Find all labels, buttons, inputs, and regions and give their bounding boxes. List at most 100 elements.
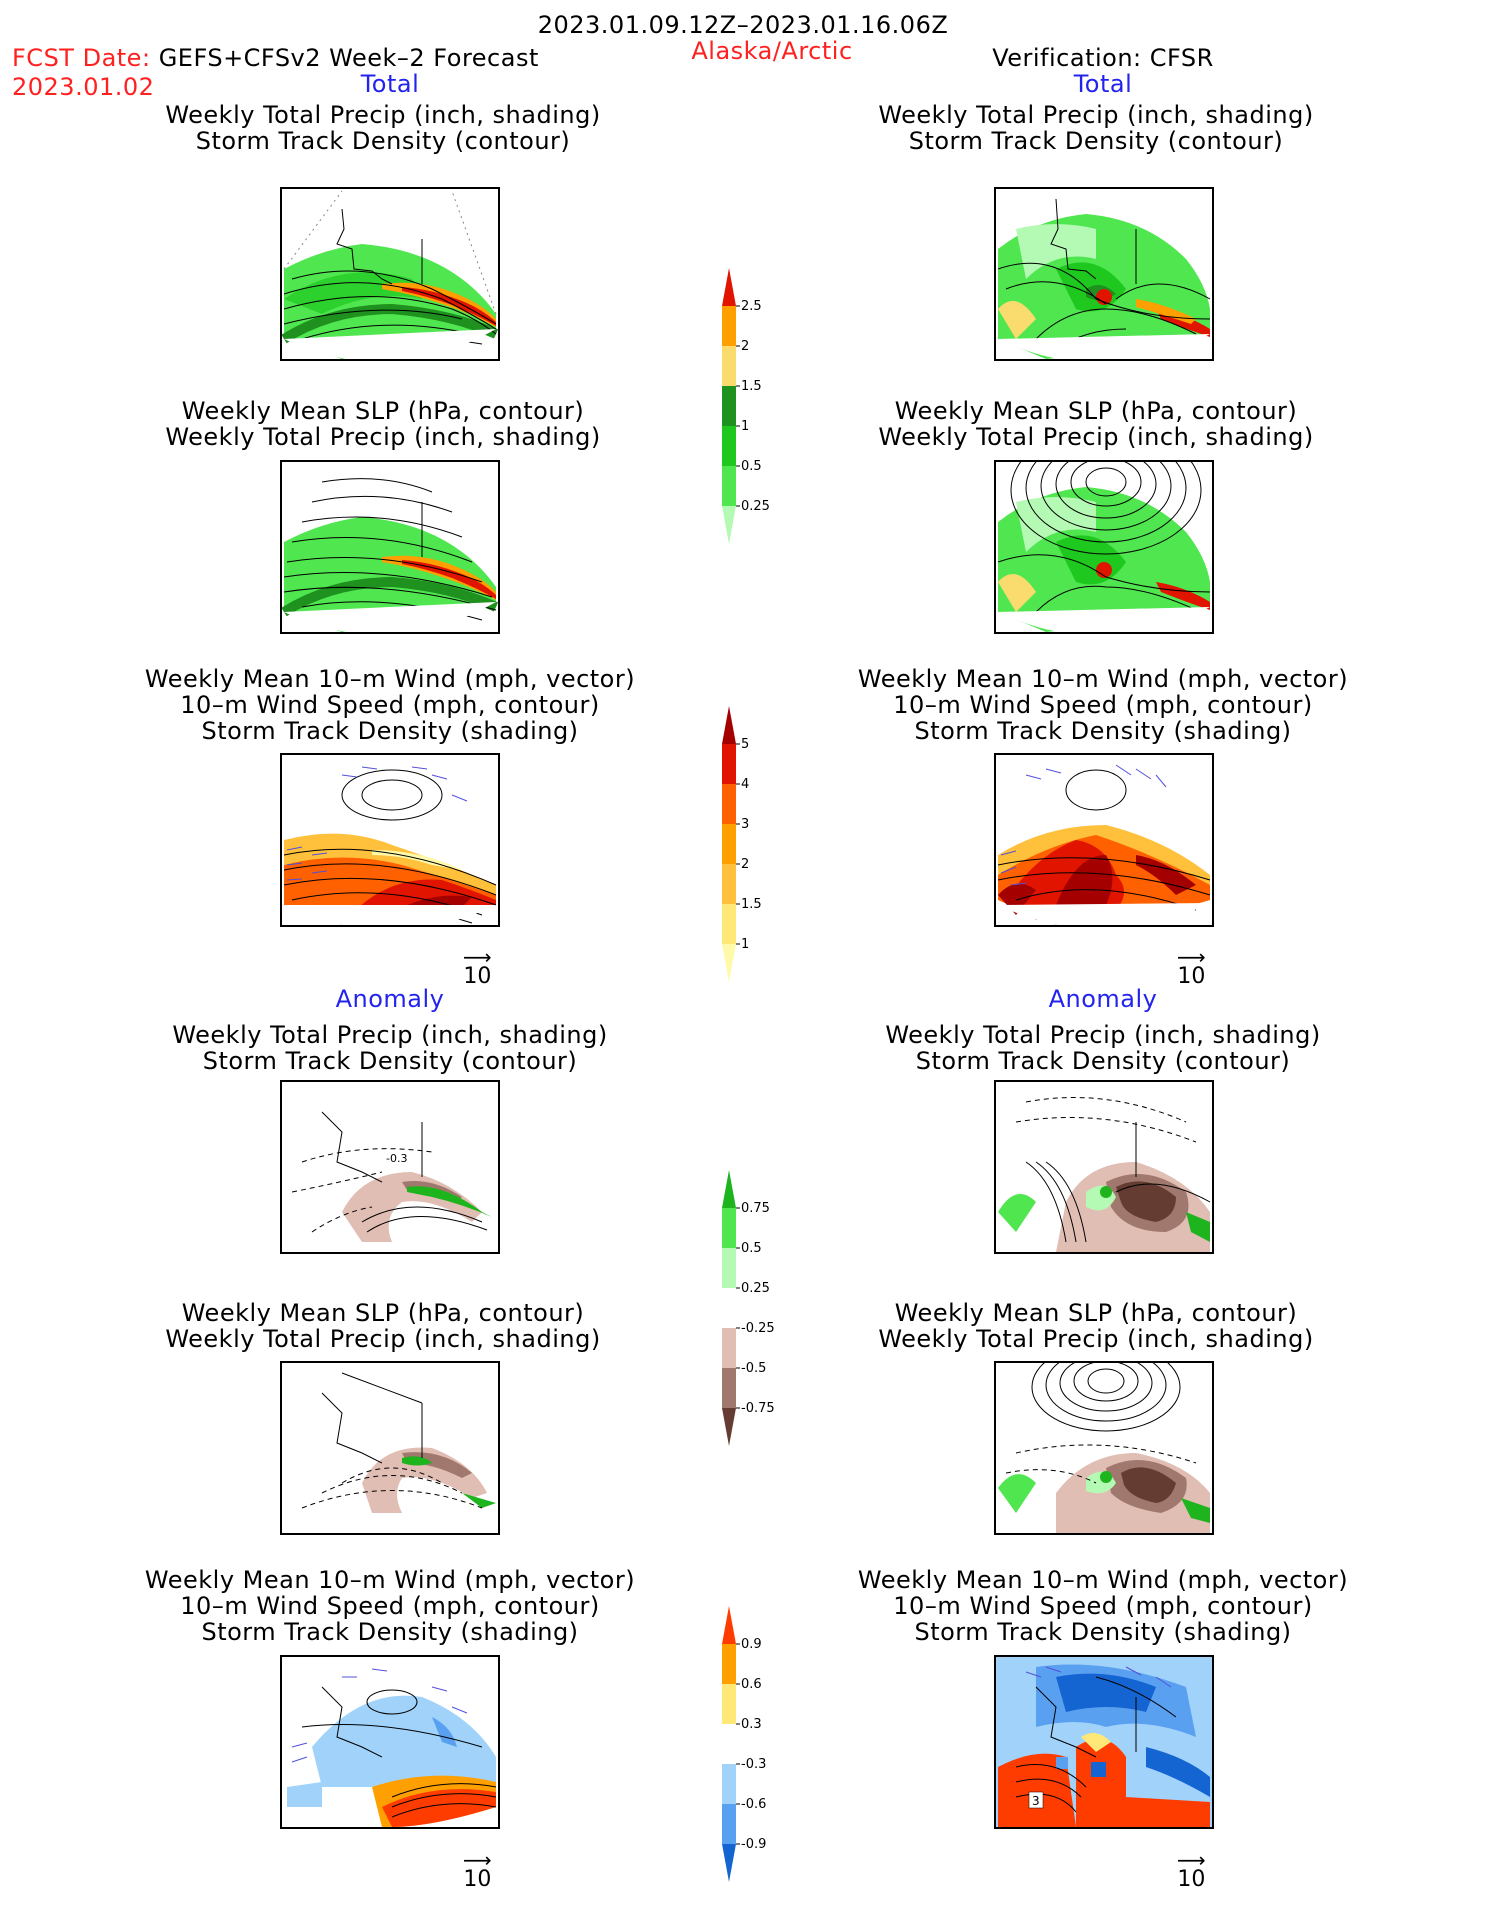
colorbar-tick-label: 1: [741, 419, 749, 434]
title-line: 10–m Wind Speed (mph, contour): [180, 691, 600, 719]
colorbar-total-storm-density: 1 1.5 2 3 4 5: [718, 706, 778, 1000]
map-anom-wind-forecast: [280, 1655, 500, 1829]
title-line: Storm Track Density (shading): [201, 717, 579, 745]
fcst-date-label: FCST Date:: [12, 44, 151, 72]
forecast-period-title: 2023.01.09.12Z–2023.01.16.06Z: [537, 11, 949, 39]
vector-reference-anom-left: ⟶ 10: [463, 1848, 492, 1892]
panel-title-anom-precip-right: Weekly Total Precip (inch, shading) Stor…: [885, 1022, 1320, 1074]
map-total-precip-verification: [994, 187, 1214, 361]
colorbar-segment: [722, 1248, 736, 1288]
colorbar-segment: [722, 386, 736, 426]
vector-reference-arrow-icon: ⟶: [463, 945, 492, 969]
colorbar-tick-label: 2.5: [741, 299, 762, 314]
title-line: Weekly Total Precip (inch, shading): [165, 101, 601, 129]
panel-title-anom-wind-right: Weekly Mean 10–m Wind (mph, vector) 10–m…: [858, 1567, 1348, 1645]
colorbar-tick-label: 0.75: [741, 1201, 770, 1216]
title-line: Storm Track Density (contour): [908, 127, 1284, 155]
colorbar-tick-label: 0.6: [741, 1677, 762, 1692]
contour-label: -0.3: [386, 1152, 407, 1165]
title-line: Weekly Total Precip (inch, shading): [165, 1325, 601, 1353]
fcst-date-value: 2023.01.02: [12, 73, 155, 101]
colorbar-segment: [722, 1288, 736, 1328]
contour-label: 3: [1032, 1794, 1040, 1808]
map-anom-slp-forecast: [280, 1361, 500, 1535]
fcst-date-heading: FCST Date: GEFS+CFSv2 Week–2 Forecast: [12, 45, 539, 71]
colorbar-tick-label: 5: [741, 737, 749, 752]
colorbar-segment: [722, 1644, 736, 1684]
colorbar-tick-label: 1.5: [741, 379, 762, 394]
vector-reference-arrow-icon: ⟶: [463, 1848, 492, 1872]
colorbar-segment: [722, 346, 736, 386]
colorbar-tick-label: -0.9: [741, 1837, 766, 1852]
section-total-right: Total: [1073, 70, 1133, 98]
title-line: Weekly Total Precip (inch, shading): [878, 1325, 1314, 1353]
vector-reference-arrow-icon: ⟶: [1177, 945, 1206, 969]
colorbar-tick-label: 0.25: [741, 1281, 770, 1296]
panel-title-total-precip-left: Weekly Total Precip (inch, shading) Stor…: [165, 102, 600, 154]
colorbar-tick-label: 0.3: [741, 1717, 762, 1732]
colorbar-segment: [722, 944, 736, 982]
title-line: Storm Track Density (shading): [914, 717, 1292, 745]
vector-reference-anom-right: ⟶ 10: [1177, 1850, 1206, 1892]
panel-title-total-wind-left: Weekly Mean 10–m Wind (mph, vector) 10–m…: [145, 666, 635, 744]
colorbar-segment: [722, 1684, 736, 1724]
colorbar-tick-label: 0.9: [741, 1637, 762, 1652]
colorbar-tick-label: 3: [741, 817, 749, 832]
colorbar-segment: [722, 1170, 736, 1208]
colorbar-segment: [722, 1844, 736, 1882]
vector-reference-value: 10: [1177, 964, 1206, 989]
section-total-left: Total: [360, 70, 420, 98]
title-line: Weekly Total Precip (inch, shading): [878, 423, 1314, 451]
region-label: Alaska/Arctic: [691, 37, 853, 65]
title-line: 10–m Wind Speed (mph, contour): [893, 1592, 1313, 1620]
map-total-precip-forecast: [280, 187, 500, 361]
section-anomaly-left: Anomaly: [335, 985, 445, 1013]
colorbar-tick-label: 2: [741, 339, 749, 354]
colorbar-tick-label: 4: [741, 777, 749, 792]
map-anom-precip-forecast: -0.3: [280, 1080, 500, 1254]
colorbar-svg: 1 1.5 2 3 4 5: [722, 706, 762, 982]
colorbar-tick-label: -0.25: [741, 1321, 775, 1336]
colorbar-segment: [722, 1368, 736, 1408]
vector-reference-value: 10: [463, 964, 492, 989]
colorbar-svg: -0.75 -0.5 -0.25 0.25 0.5 0.75: [722, 1170, 775, 1446]
colorbar-segment: [722, 1328, 736, 1368]
vector-reference-total-right: ⟶ 10: [1177, 945, 1206, 989]
section-anomaly-right: Anomaly: [1048, 985, 1158, 1013]
colorbar-tick-label: 1: [741, 937, 749, 952]
panel-title-anom-slp-right: Weekly Mean SLP (hPa, contour) Weekly To…: [878, 1300, 1313, 1352]
title-line: Weekly Mean 10–m Wind (mph, vector): [144, 1566, 636, 1594]
colorbar-tick-label: 2: [741, 857, 749, 872]
colorbar-tick-label: -0.6: [741, 1797, 766, 1812]
title-line: Storm Track Density (shading): [201, 1618, 579, 1646]
map-total-wind-forecast: [280, 753, 500, 927]
colorbar-segment: [722, 824, 736, 864]
colorbar-segment: [722, 1764, 736, 1804]
title-line: Storm Track Density (shading): [914, 1618, 1292, 1646]
colorbar-segment: [722, 306, 736, 346]
fcst-model: GEFS+CFSv2 Week–2 Forecast: [158, 44, 539, 72]
title-line: Weekly Total Precip (inch, shading): [172, 1021, 608, 1049]
panel-title-anom-slp-left: Weekly Mean SLP (hPa, contour) Weekly To…: [165, 1300, 600, 1352]
colorbar-segment: [722, 864, 736, 904]
colorbar-segment: [722, 784, 736, 824]
panel-title-total-slp-left: Weekly Mean SLP (hPa, contour) Weekly To…: [165, 398, 600, 450]
colorbar-anomaly-precip: -0.75 -0.5 -0.25 0.25 0.5 0.75: [718, 1170, 778, 1464]
vector-reference-total-left: ⟶ 10: [463, 945, 492, 989]
colorbar-segment: [722, 466, 736, 506]
verification-label: Verification: CFSR: [992, 44, 1214, 72]
colorbar-segment: [722, 1208, 736, 1248]
colorbar-anomaly-storm-density: -0.9 -0.6 -0.3 0.3 0.6 0.9: [718, 1606, 778, 1900]
panel-title-total-wind-right: Weekly Mean 10–m Wind (mph, vector) 10–m…: [858, 666, 1348, 744]
colorbar-segment: [722, 1408, 736, 1446]
panel-title-total-slp-right: Weekly Mean SLP (hPa, contour) Weekly To…: [878, 398, 1313, 450]
colorbar-segment: [722, 1606, 736, 1644]
title-line: Weekly Mean SLP (hPa, contour): [894, 397, 1298, 425]
title-line: Storm Track Density (contour): [202, 1047, 578, 1075]
colorbar-total-precip: 0.25 0.5 1 1.5 2 2.5: [718, 268, 778, 562]
panel-title-anom-precip-left: Weekly Total Precip (inch, shading) Stor…: [172, 1022, 607, 1074]
colorbar-tick-label: -0.75: [741, 1401, 775, 1416]
title-line: Weekly Mean SLP (hPa, contour): [181, 397, 585, 425]
colorbar-segment: [722, 904, 736, 944]
vector-reference-value: 10: [1177, 1867, 1206, 1892]
